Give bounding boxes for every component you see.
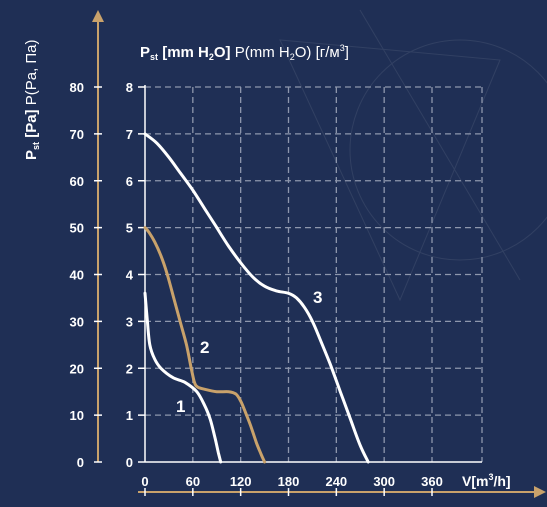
y-axis-label: Pst [Pa] P(Pa, Па): [23, 39, 41, 160]
curve-1: [143, 291, 223, 464]
chart-title: Pst [mm H2O] P(mm H2O) [г/м3]: [140, 43, 349, 62]
curves: [143, 132, 370, 464]
y-tick-label-mm: 5: [126, 221, 133, 236]
y-tick-label-pa: 50: [70, 221, 84, 236]
y-tick-label-pa: 0: [77, 455, 84, 470]
y-tick-label-mm: 2: [126, 361, 133, 376]
curve-label-1: 1: [176, 397, 185, 416]
y-tick-label-mm: 6: [126, 174, 133, 189]
x-tick-label: 180: [278, 474, 300, 489]
y-tick-label-pa: 60: [70, 174, 84, 189]
y-tick-label-pa: 30: [70, 314, 84, 329]
x-tick-label: 0: [141, 474, 148, 489]
bottom-accent-axis: [138, 486, 546, 498]
y-tick-label-mm: 7: [126, 127, 133, 142]
grid: [145, 86, 483, 462]
y-tick-label-mm: 0: [126, 455, 133, 470]
y-tick-label-pa: 10: [70, 408, 84, 423]
x-axis-label: V[m3/h]: [462, 472, 511, 489]
y-tick-label-pa: 40: [70, 268, 84, 283]
curve-annotations: 1 2 3: [176, 288, 322, 416]
x-tick-label: 60: [186, 474, 200, 489]
x-tick-label: 120: [230, 474, 252, 489]
up-arrow-icon: [92, 10, 104, 22]
y-tick-label-pa: 20: [70, 361, 84, 376]
y-tick-label-pa: 80: [70, 80, 84, 95]
curve-2: [143, 226, 267, 464]
x-tick-label: 240: [325, 474, 347, 489]
curve-label-2: 2: [200, 338, 209, 357]
left-accent-axis: [92, 10, 104, 462]
background-decoration: [279, 9, 547, 302]
y-tick-label-mm: 8: [126, 80, 133, 95]
axes: [144, 85, 482, 463]
x-tick-label: 300: [373, 474, 395, 489]
x-tick-label: 360: [421, 474, 443, 489]
y-tick-label-mm: 3: [126, 314, 133, 329]
y-tick-label-pa: 70: [70, 127, 84, 142]
y-tick-label-mm: 4: [126, 268, 134, 283]
right-arrow-icon: [534, 486, 546, 498]
curve-3: [143, 132, 370, 464]
y-tick-label-mm: 1: [126, 408, 133, 423]
curve-label-3: 3: [313, 288, 322, 307]
